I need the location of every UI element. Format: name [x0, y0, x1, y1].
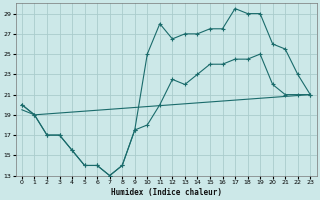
X-axis label: Humidex (Indice chaleur): Humidex (Indice chaleur): [111, 188, 221, 197]
